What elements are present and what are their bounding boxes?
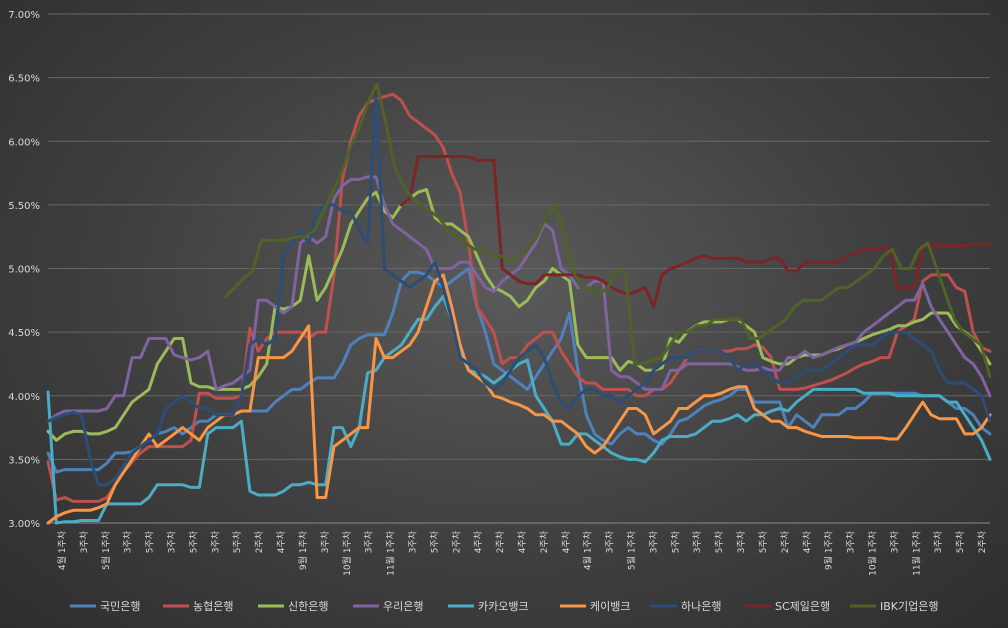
legend-item: 신한은행 [258,600,328,613]
x-tick-label: 5주차 [428,530,440,553]
x-tick-label: 3주차 [363,530,375,553]
x-tick-label: 4주차 [560,530,572,553]
x-tick-label: 2주차 [779,530,791,553]
series-line [46,295,992,525]
x-tick-label: 3주차 [845,530,857,553]
y-tick-label: 7.00% [8,10,40,21]
series-line [46,273,992,525]
x-tick-label: 5주차 [144,530,156,553]
legend-item: 우리은행 [353,600,423,613]
x-tick-label: 5주차 [713,530,725,553]
x-tick-label: 11월 1주차 [910,530,922,576]
series-line [46,175,992,423]
legend-label: 케이뱅크 [590,600,630,613]
x-tick-label: 11월 1주차 [385,530,397,576]
series-line [399,155,992,309]
legend-item: 국민은행 [70,600,140,613]
y-tick-label: 6.00% [8,137,40,148]
x-tick-label: 3주차 [735,530,747,553]
x-tick-label: 4주차 [801,530,813,553]
legend-label: 카카오뱅크 [478,600,529,613]
y-tick-label: 4.00% [8,392,40,403]
x-tick-label: 3주차 [319,530,331,553]
x-tick-label: 4주차 [472,530,484,553]
x-tick-label: 5주차 [757,530,769,553]
legend-label: SC제일은행 [775,599,830,613]
x-tick-label: 5주차 [187,530,199,553]
x-tick-label: 3주차 [647,530,659,553]
x-tick-label: 5주차 [669,530,681,553]
y-tick-label: 5.50% [8,201,40,212]
x-tick-label: 3주차 [888,530,900,553]
y-tick-label: 3.50% [8,455,40,466]
x-tick-label: 5주차 [231,530,243,553]
y-tick-label: 4.50% [8,328,40,339]
x-tick-label: 3주차 [604,530,616,553]
y-tick-label: 6.50% [8,74,40,85]
legend-label: 신한은행 [288,600,328,613]
x-tick-label: 2주차 [494,530,506,553]
legend-item: 카카오뱅크 [448,600,529,613]
x-tick-label: 3주차 [78,530,90,553]
series-line [224,82,992,379]
x-tick-label: 3주차 [691,530,703,553]
x-tick-label: 5월 1주차 [100,530,112,570]
y-tick-label: 3.00% [8,519,40,530]
legend-label: 우리은행 [383,600,423,613]
legend-label: IBK기업은행 [880,600,938,613]
series-line [46,92,992,503]
y-axis-tick-labels: 3.00% 3.50% 4.00% 4.50% 5.00% 5.50% 6.00% 6.50%… [8,10,40,530]
x-axis-tick-labels: 4월 1주차 3주차 5월 1주차 3주차 5주차 3주차 5주차 3주차 5주차 2주차 4주차 9… [56,530,988,576]
x-tick-label: 3주차 [406,530,418,553]
x-tick-label: 3주차 [122,530,134,553]
x-tick-label: 4월 1주차 [56,530,68,570]
legend-item: 농협은행 [163,600,233,613]
x-tick-label: 4주차 [516,530,528,553]
x-tick-label: 5주차 [954,530,966,553]
legend-label: 국민은행 [100,600,140,613]
x-tick-label: 3주차 [932,530,944,553]
legend-label: 하나은행 [681,599,721,613]
series-lines [46,82,992,525]
x-tick-label: 9월 1주차 [823,530,835,570]
series-line [46,95,992,487]
x-tick-label: 3주차 [209,530,221,553]
series-line [46,267,992,474]
y-tick-label: 5.00% [8,265,40,276]
x-tick-label: 2주차 [253,530,265,553]
x-tick-label: 5월 1주차 [626,530,638,570]
x-tick-label: 2주차 [450,530,462,553]
x-tick-label: 10월 1주차 [866,530,878,576]
legend-item: SC제일은행 [745,599,830,613]
x-tick-label: 10월 1주차 [341,530,353,576]
legend: 국민은행 농협은행 신한은행 우리은행 카카오뱅크 케이뱅크 하나은행 SC제일은행 IBK기업… [70,599,938,613]
legend-label: 농협은행 [193,600,233,613]
x-tick-label: 4주차 [275,530,287,553]
legend-item: 하나은행 [651,599,721,613]
x-tick-label: 3주차 [166,530,178,553]
x-tick-label: 2주차 [976,530,988,553]
legend-item: IBK기업은행 [850,600,938,613]
x-tick-label: 9월 1주차 [297,530,309,570]
x-tick-label: 4월 1주차 [582,530,594,570]
legend-item: 케이뱅크 [560,600,630,613]
x-tick-label: 2주차 [538,530,550,553]
